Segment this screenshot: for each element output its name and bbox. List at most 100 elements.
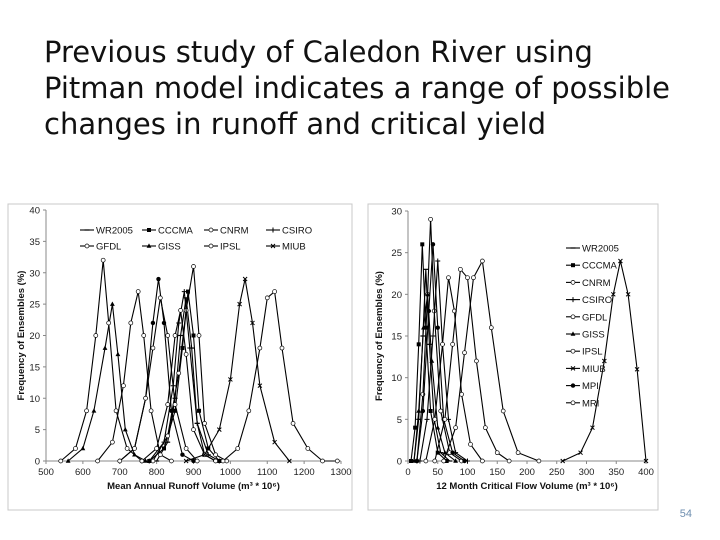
legend-entry-mri: MRI [566, 398, 599, 409]
legend: WR2005 CCCMA CNRM CSIRO GFDL GISS IPSL MIUB MPI M… [566, 244, 619, 409]
series-mri [432, 266, 512, 464]
legend-entry-gfdl: GFDL [80, 242, 121, 253]
data-point [139, 458, 145, 464]
data-point [482, 425, 488, 431]
data-point [157, 295, 163, 301]
data-point [536, 458, 542, 464]
series-line [413, 294, 456, 462]
data-point [257, 383, 263, 389]
legend-swatch-marker [571, 263, 575, 268]
data-point [178, 308, 183, 313]
series-ipsl [441, 258, 542, 464]
series-giss [65, 301, 148, 463]
series-line [60, 260, 143, 462]
x-tick-label-1100: 1100 [257, 467, 277, 478]
plot-frame [7, 203, 353, 511]
data-point [428, 216, 433, 222]
legend-entry-cnrm: CNRM [204, 226, 249, 237]
legend: WR2005 CCCMA CNRM CSIRO GFDL GISS IPSL MIUB [80, 226, 312, 253]
legend-swatch-marker [570, 348, 576, 354]
legend-entry-csiro: CSIRO [566, 295, 612, 306]
legend-label: CNRM [220, 226, 249, 237]
data-point [183, 351, 189, 357]
data-point [435, 258, 441, 264]
data-point [465, 275, 470, 281]
legend-swatch-marker [570, 331, 576, 336]
legend-entry-miub: MIUB [266, 242, 306, 253]
series-giss [411, 291, 458, 463]
legend-label: MIUB [582, 364, 606, 375]
series-line [419, 260, 468, 462]
y-tick-label-10: 10 [29, 394, 40, 405]
legend-swatch-marker [147, 228, 151, 232]
data-point [408, 459, 413, 463]
data-point [435, 425, 441, 430]
y-tick-label-10: 10 [391, 373, 402, 384]
data-point [242, 276, 248, 282]
data-point [462, 458, 467, 464]
series-miub [183, 276, 292, 464]
data-point [480, 258, 485, 264]
legend-label: GFDL [582, 312, 607, 323]
x-tick-label-300: 300 [579, 467, 595, 478]
data-point [162, 446, 166, 451]
data-point [441, 458, 447, 464]
data-point [154, 446, 159, 451]
data-point [110, 439, 115, 445]
data-point [220, 458, 226, 464]
x-tick-label-200: 200 [519, 467, 535, 478]
data-point [413, 425, 418, 430]
slide-title: Previous study of Caledon River using Pi… [44, 35, 671, 141]
data-point [257, 345, 263, 351]
data-point [480, 458, 485, 464]
legend-swatch-marker [570, 297, 576, 303]
series-line [434, 267, 510, 462]
data-point [435, 325, 440, 330]
x-tick-label-400: 400 [638, 467, 654, 478]
data-point [180, 346, 185, 351]
chart-critical-flow-volume: 0 50 100 150 200 250 300 350 400 0 5 10 15 20 25 30 12 M… [367, 203, 659, 511]
legend-entry-giss: GISS [566, 330, 605, 341]
series-csiro [146, 289, 222, 464]
data-point [80, 445, 86, 451]
y-tick-label-35: 35 [29, 237, 40, 248]
y-tick-label-20: 20 [29, 331, 40, 342]
legend-entry-miub: MIUB [566, 364, 606, 375]
data-point [320, 458, 325, 464]
data-point [610, 291, 616, 297]
data-point [500, 408, 506, 414]
legend-label: CSIRO [582, 295, 612, 306]
data-point [73, 446, 78, 451]
data-point [432, 416, 438, 422]
data-point [264, 295, 270, 301]
series-line [410, 244, 448, 462]
data-point [450, 341, 455, 347]
data-point [202, 452, 207, 458]
x-tick-label-100: 100 [460, 467, 476, 478]
series-unlabeled-12 [117, 295, 200, 464]
series-cccma [147, 289, 222, 463]
y-tick-label-15: 15 [29, 362, 40, 373]
legend-label: IPSL [582, 347, 603, 358]
data-point [95, 458, 100, 464]
legend-swatch-marker [146, 243, 152, 248]
legend-label: MIUB [282, 242, 306, 253]
data-point [122, 427, 128, 432]
plot-frame [367, 203, 659, 511]
data-point [169, 458, 174, 464]
data-point [228, 377, 233, 382]
data-point [446, 275, 451, 281]
series-line [222, 290, 338, 462]
data-point [156, 276, 161, 282]
data-point [625, 291, 631, 297]
data-point [453, 425, 458, 431]
data-point [601, 358, 607, 364]
data-point [506, 458, 512, 464]
legend-entry-cnrm: CNRM [566, 278, 611, 289]
data-point [426, 308, 432, 314]
x-tick-label-350: 350 [608, 467, 624, 478]
legend-swatch-marker [570, 314, 576, 320]
data-point [444, 459, 449, 463]
y-tick-label-25: 25 [391, 248, 402, 259]
data-point [453, 458, 458, 463]
